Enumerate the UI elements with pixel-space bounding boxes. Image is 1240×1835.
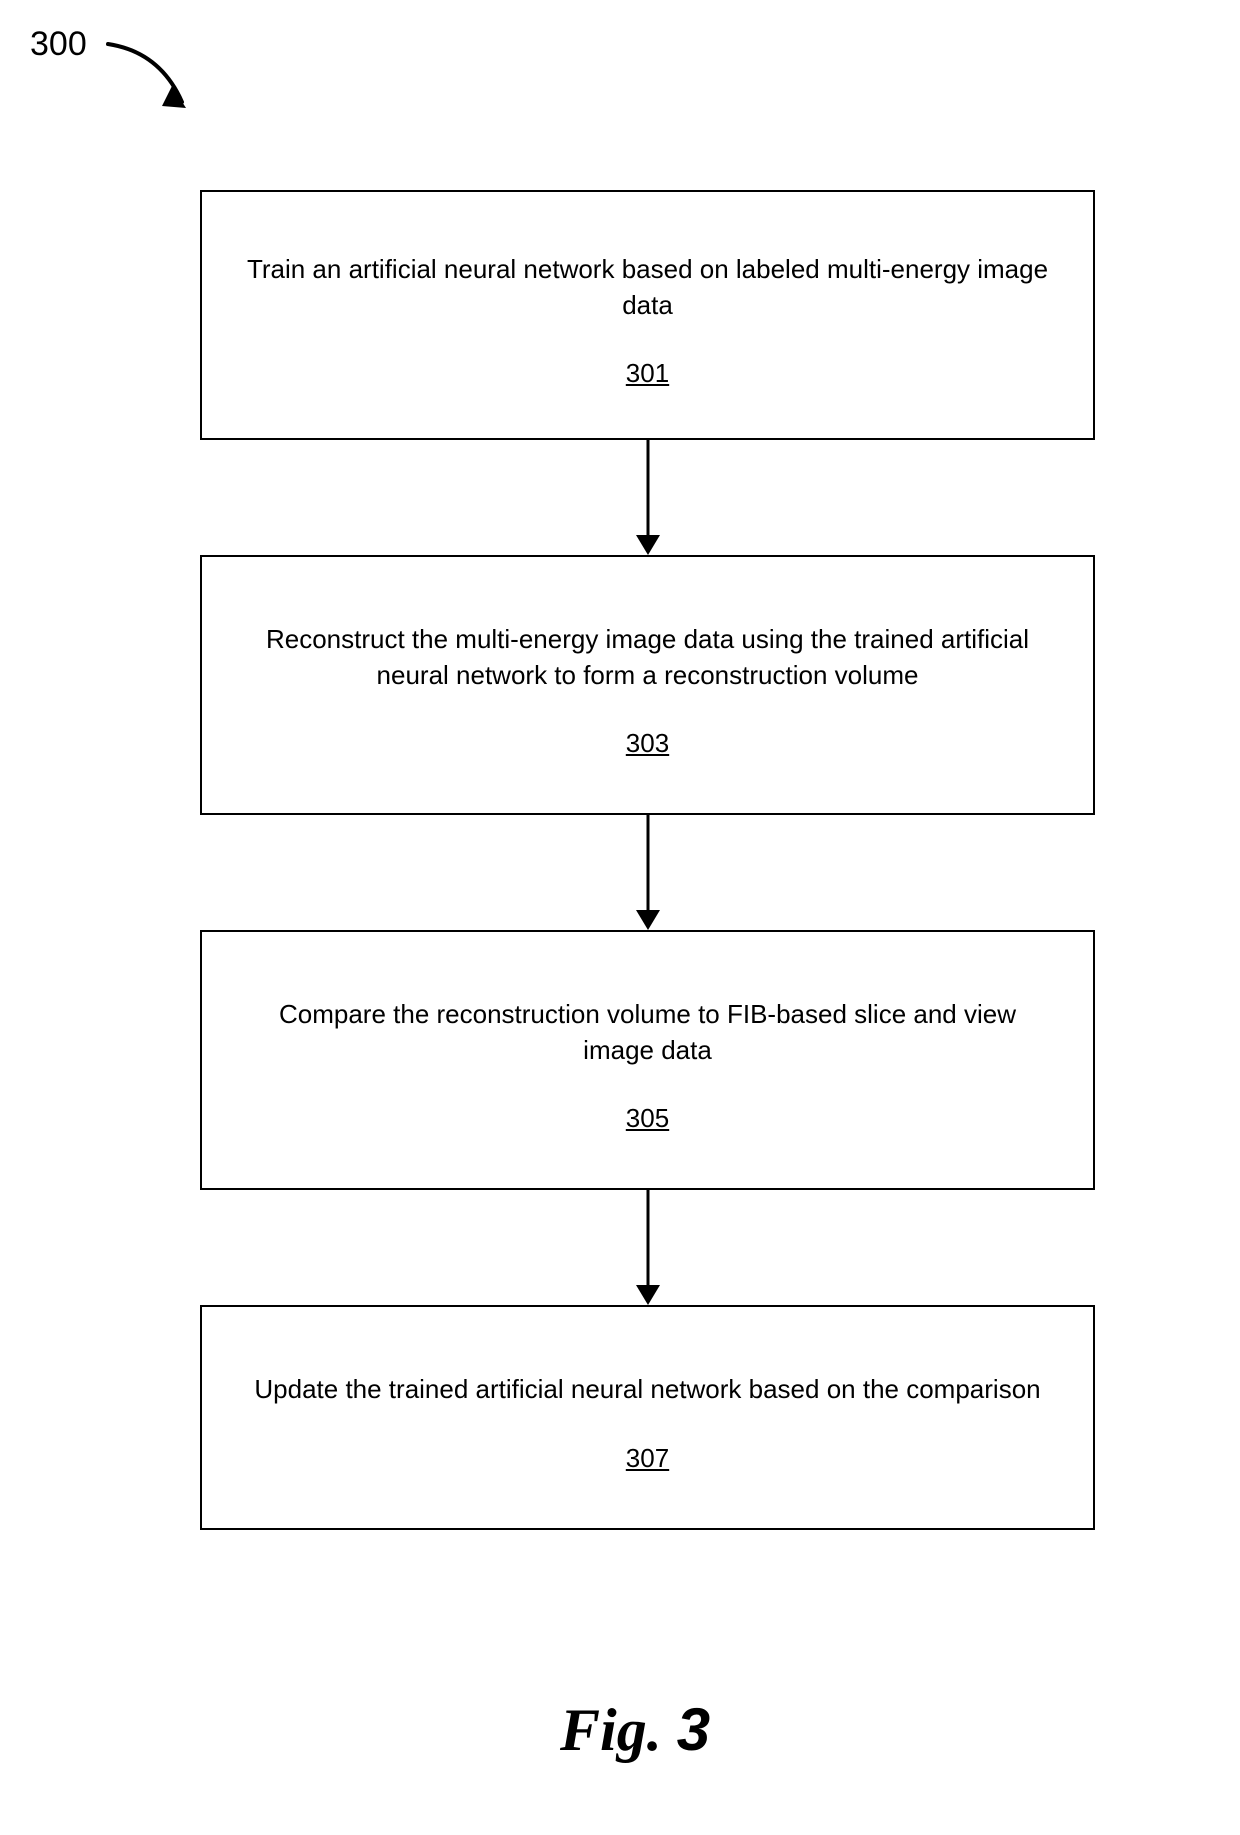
curve-arrow-icon: [100, 30, 210, 135]
flow-box-text: Update the trained artificial neural net…: [254, 1371, 1040, 1407]
flow-box-301: Train an artificial neural network based…: [200, 190, 1095, 440]
flow-box-text: Reconstruct the multi-energy image data …: [242, 621, 1053, 694]
flow-box-303: Reconstruct the multi-energy image data …: [200, 555, 1095, 815]
figure-label: 300: [30, 25, 87, 64]
flow-box-text: Compare the reconstruction volume to FIB…: [242, 996, 1053, 1069]
flow-box-text: Train an artificial neural network based…: [242, 251, 1053, 324]
flow-box-number: 307: [626, 1443, 669, 1474]
flow-connector: [633, 440, 663, 555]
flowchart-container: Train an artificial neural network based…: [200, 190, 1095, 1530]
figure-caption: Fig. 3: [560, 1695, 710, 1765]
flow-box-number: 301: [626, 358, 669, 389]
caption-prefix: Fig.: [560, 1697, 677, 1763]
flow-connector: [633, 815, 663, 930]
flow-connector: [633, 1190, 663, 1305]
flow-box-number: 305: [626, 1103, 669, 1134]
flow-box-305: Compare the reconstruction volume to FIB…: [200, 930, 1095, 1190]
flow-box-number: 303: [626, 728, 669, 759]
flow-box-307: Update the trained artificial neural net…: [200, 1305, 1095, 1530]
caption-number: 3: [677, 1696, 710, 1763]
